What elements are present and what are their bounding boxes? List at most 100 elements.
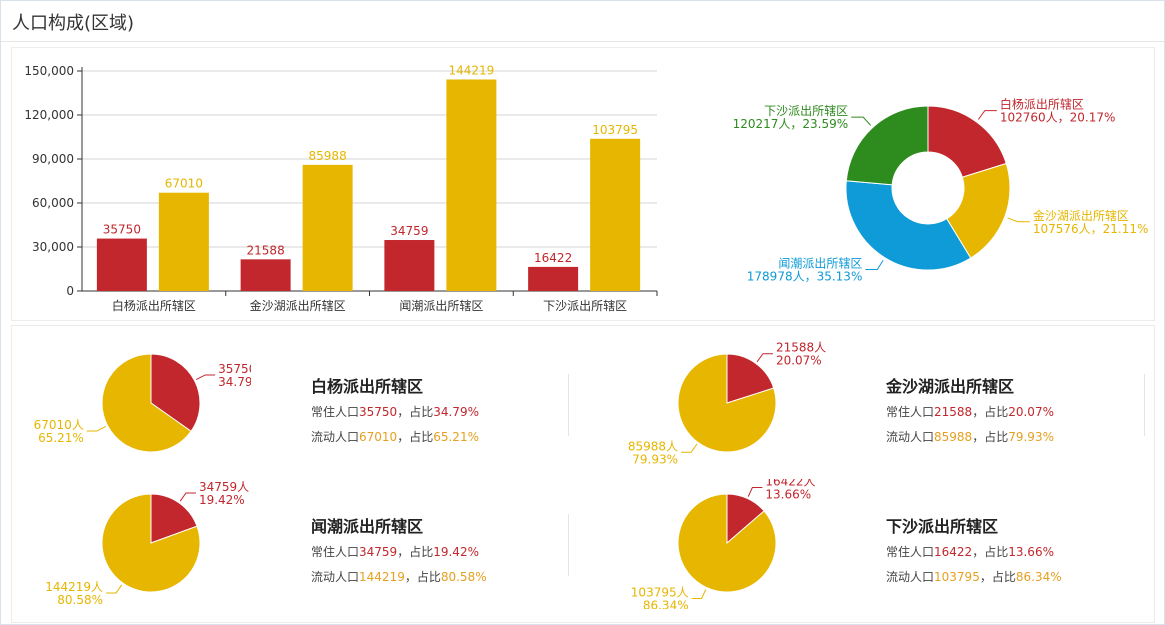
floating-pct: 80.58%	[440, 570, 487, 584]
floating-line: 流动人口85988，占比79.93%	[886, 428, 1126, 445]
slice-count-label: 67010人	[34, 418, 84, 432]
slice-count-label: 21588人	[776, 341, 826, 355]
district-info: 金沙湖派出所辖区 常住人口21588，占比20.07% 流动人口85988，占比…	[886, 373, 1126, 453]
resident-label: 常住人口	[886, 545, 935, 559]
slice-name-label: 闻潮派出所辖区	[778, 256, 862, 271]
resident-pct: 13.66%	[1008, 545, 1054, 559]
divider	[568, 374, 569, 436]
floating-label: 流动人口	[886, 570, 935, 584]
pie-slice	[101, 353, 192, 453]
resident-line: 常住人口35750，占比34.79%	[311, 403, 551, 420]
slice-pct-label: 19.42%	[199, 493, 245, 507]
y-tick-label: 60,000	[32, 196, 74, 210]
leader-line	[196, 374, 216, 380]
x-tick-label: 闻潮派出所辖区	[399, 298, 483, 313]
slice-pct-label: 79.93%	[632, 452, 678, 466]
y-tick-label: 120,000	[24, 108, 74, 122]
floating-value: 144219	[359, 570, 405, 584]
leader-line	[106, 584, 123, 594]
district-name: 金沙湖派出所辖区	[886, 377, 1015, 396]
district-name: 闻潮派出所辖区	[311, 517, 424, 536]
pie-slice	[150, 353, 201, 432]
pie-slice	[677, 493, 777, 593]
bar	[528, 266, 579, 291]
district-info: 白杨派出所辖区 常住人口35750，占比34.79% 流动人口67010，占比6…	[311, 373, 551, 453]
floating-value: 85988	[934, 430, 973, 444]
slice-pct-label: 13.66%	[765, 488, 811, 502]
bar	[240, 259, 291, 291]
bar-value-label: 103795	[592, 123, 638, 137]
bar	[384, 240, 435, 291]
donut-slice	[946, 162, 1011, 259]
donut-slice	[927, 105, 1007, 178]
y-tick-label: 30,000	[32, 240, 74, 254]
floating-line: 流动人口67010，占比65.21%	[311, 428, 551, 445]
resident-line: 常住人口21588，占比20.07%	[886, 403, 1126, 420]
leader-line	[851, 116, 871, 126]
bar-value-label: 67010	[165, 177, 203, 191]
slice-count-label: 16422人	[765, 479, 815, 489]
page-title: 人口构成(区域)	[12, 13, 135, 34]
ratio-label: ，占比	[972, 545, 1009, 559]
slice-value-label: 120217人，23.59%	[733, 117, 849, 131]
floating-label: 流动人口	[311, 570, 360, 584]
x-tick-label: 白杨派出所辖区	[112, 298, 196, 313]
slice-name-label: 下沙派出所辖区	[764, 103, 848, 118]
leader-line	[865, 259, 884, 271]
slice-count-label: 35750人	[218, 362, 251, 376]
leader-line	[756, 353, 773, 363]
slice-value-label: 107576人，21.11%	[1033, 222, 1149, 236]
pie-slice	[726, 353, 775, 404]
floating-value: 67010	[359, 430, 398, 444]
floating-line: 流动人口103795，占比86.34%	[886, 568, 1126, 585]
bar-value-label: 34759	[390, 224, 428, 238]
resident-line: 常住人口34759，占比19.42%	[311, 543, 551, 560]
bar	[302, 164, 353, 291]
y-tick-label: 90,000	[32, 152, 74, 166]
ratio-label: ，占比	[397, 405, 434, 419]
y-tick-label: 150,000	[24, 64, 74, 78]
bar	[96, 238, 147, 291]
donut-slice	[845, 105, 929, 186]
bar-value-label: 144219	[448, 63, 494, 77]
resident-label: 常住人口	[311, 545, 360, 559]
divider	[568, 514, 569, 576]
bar-value-label: 35750	[103, 223, 141, 237]
x-tick-label: 金沙湖派出所辖区	[250, 298, 346, 313]
resident-pct: 34.79%	[433, 405, 479, 419]
floating-pct: 79.93%	[1008, 430, 1054, 444]
bottom-panel	[11, 325, 1155, 623]
divider	[1144, 374, 1145, 436]
resident-value: 34759	[359, 545, 398, 559]
slice-count-label: 144219人	[45, 580, 103, 594]
ratio-label: ，占比	[397, 545, 434, 559]
resident-value: 16422	[934, 545, 973, 559]
district-info: 下沙派出所辖区 常住人口16422，占比13.66% 流动人口103795，占比…	[886, 513, 1126, 593]
slice-value-label: 178978人，35.13%	[747, 270, 863, 284]
leader-line	[681, 443, 698, 453]
top-panel: 0 30,000 60,000 90,000 120,000 150,000 白杨派出所辖区…	[11, 47, 1155, 321]
slice-value-label: 102760人，20.17%	[1000, 111, 1116, 125]
floating-label: 流动人口	[886, 430, 935, 444]
leader-line	[977, 110, 997, 120]
slice-count-label: 85988人	[628, 439, 678, 453]
slice-pct-label: 34.79%	[218, 375, 251, 389]
bar-value-label: 21588	[247, 243, 285, 257]
resident-value: 21588	[934, 405, 973, 419]
pie-slice	[150, 493, 198, 544]
floating-line: 流动人口144219，占比80.58%	[311, 568, 551, 585]
y-tick-label: 0	[66, 284, 74, 298]
ratio-label: ，占比	[972, 430, 1009, 444]
bar-chart: 0 30,000 60,000 90,000 120,000 150,000 白杨派出所辖区…	[24, 63, 658, 313]
donut-slice	[845, 180, 972, 271]
bar	[446, 79, 497, 292]
leader-line	[1007, 217, 1030, 223]
leader-line	[179, 492, 196, 502]
slice-pct-label: 80.58%	[57, 593, 103, 607]
slice-name-label: 白杨派出所辖区	[1000, 97, 1084, 112]
